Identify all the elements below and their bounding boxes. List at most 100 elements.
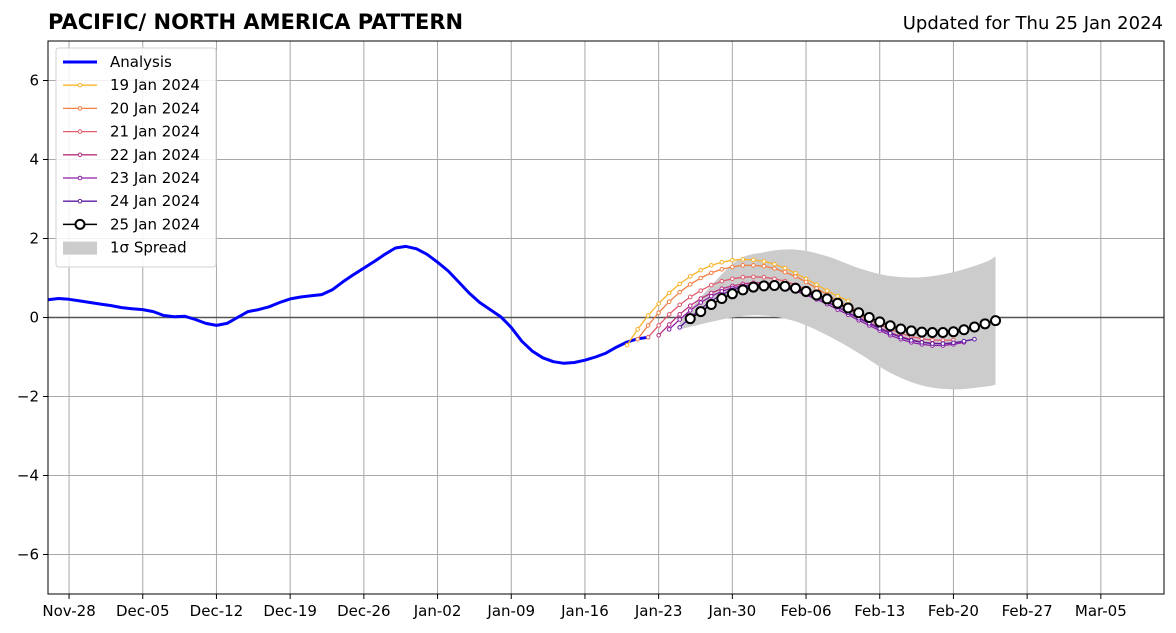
series-25-jan-2024 bbox=[684, 280, 1002, 339]
legend-entry: Analysis bbox=[63, 53, 172, 71]
forecast-point bbox=[695, 306, 707, 318]
x-tick-label: Dec-05 bbox=[116, 602, 170, 620]
series-20-jan-2024 bbox=[635, 263, 861, 342]
y-tick-label: 2 bbox=[29, 230, 39, 248]
forecast-point bbox=[761, 259, 767, 264]
forecast-point bbox=[761, 274, 767, 280]
forecast-point bbox=[687, 274, 693, 279]
spread-band bbox=[679, 249, 996, 390]
forecast-point bbox=[740, 263, 746, 268]
legend-entry: 25 Jan 2024 bbox=[63, 215, 200, 233]
forecast-point bbox=[698, 288, 704, 293]
forecast-point bbox=[919, 340, 925, 345]
forecast-point bbox=[898, 334, 904, 340]
forecast-point bbox=[737, 284, 749, 296]
forecast-point bbox=[677, 289, 682, 295]
forecast-point bbox=[698, 267, 704, 273]
forecast-point bbox=[677, 312, 682, 317]
forecast-point bbox=[698, 300, 704, 305]
forecast-point bbox=[972, 336, 977, 342]
forecast-point bbox=[687, 294, 693, 300]
chart-subtitle: Updated for Thu 25 Jan 2024 bbox=[903, 13, 1163, 34]
forecast-point bbox=[687, 308, 693, 313]
series-analysis bbox=[47, 244, 649, 365]
forecast-point bbox=[842, 302, 854, 314]
forecast-point bbox=[916, 326, 928, 338]
axes: Nov-28 Dec-05 Dec-12 Dec-19 Dec-26 Jan-02 Jan-… bbox=[17, 40, 1165, 620]
forecast-point bbox=[937, 327, 949, 339]
forecast-point bbox=[719, 259, 725, 265]
forecast-point bbox=[821, 293, 833, 305]
legend-label: 19 Jan 2024 bbox=[110, 76, 200, 94]
forecast-point bbox=[666, 327, 672, 332]
forecast-point bbox=[740, 274, 746, 280]
legend-marker bbox=[77, 152, 83, 158]
forecast-point bbox=[874, 316, 886, 328]
y-tick-label: 4 bbox=[29, 151, 39, 169]
legend-entry: 23 Jan 2024 bbox=[63, 169, 200, 187]
forecast-point bbox=[645, 323, 651, 328]
y-tick-label: −6 bbox=[17, 546, 39, 564]
forecast-point bbox=[666, 312, 672, 317]
forecast-point bbox=[758, 280, 770, 292]
x-tick-label: Feb-13 bbox=[854, 602, 905, 620]
forecast-point bbox=[979, 318, 991, 330]
forecast-point bbox=[716, 293, 728, 305]
forecast-point bbox=[790, 282, 802, 294]
chart-title: PACIFIC/ NORTH AMERICA PATTERN bbox=[48, 10, 463, 34]
x-tick-label: Jan-16 bbox=[560, 602, 609, 620]
legend-marker bbox=[77, 129, 83, 134]
series-layer bbox=[47, 244, 1002, 365]
forecast-point bbox=[863, 312, 875, 323]
forecast-point bbox=[705, 298, 717, 310]
legend-entry: 21 Jan 2024 bbox=[63, 123, 200, 141]
legend-label: 20 Jan 2024 bbox=[110, 99, 200, 117]
forecast-point bbox=[730, 264, 735, 270]
forecast-point bbox=[719, 278, 725, 284]
x-tick-label: Dec-12 bbox=[190, 602, 244, 620]
forecast-point bbox=[677, 325, 682, 330]
forecast-point bbox=[772, 266, 777, 271]
legend-label: 25 Jan 2024 bbox=[110, 215, 200, 233]
forecast-point bbox=[761, 263, 767, 269]
legend-label: 24 Jan 2024 bbox=[110, 192, 200, 210]
x-tick-label: Nov-28 bbox=[42, 602, 95, 620]
x-tick-label: Feb-27 bbox=[1002, 602, 1053, 620]
forecast-point bbox=[779, 280, 791, 292]
forecast-point bbox=[656, 310, 661, 316]
forecast-point bbox=[958, 324, 970, 336]
legend-label: 21 Jan 2024 bbox=[110, 123, 200, 141]
forecast-point bbox=[824, 288, 830, 293]
forecast-point bbox=[793, 274, 798, 279]
legend-marker bbox=[74, 218, 86, 230]
legend-box bbox=[55, 47, 217, 268]
x-tick-label: Dec-26 bbox=[337, 602, 391, 620]
legend-marker bbox=[77, 198, 83, 204]
forecast-point bbox=[947, 326, 959, 338]
forecast-point bbox=[726, 288, 738, 300]
forecast-point bbox=[656, 332, 661, 338]
legend-label: 1σ Spread bbox=[110, 239, 187, 257]
legend-marker bbox=[77, 106, 83, 111]
forecast-point bbox=[926, 327, 938, 339]
forecast-point bbox=[905, 325, 917, 337]
forecast-point bbox=[730, 276, 735, 282]
forecast-point bbox=[832, 297, 844, 309]
forecast-point bbox=[884, 320, 896, 332]
forecast-point bbox=[677, 302, 682, 308]
legend-entry: 24 Jan 2024 bbox=[63, 192, 200, 210]
forecast-point bbox=[677, 317, 682, 322]
analysis-line bbox=[47, 244, 649, 365]
forecast-point bbox=[708, 293, 714, 299]
forecast-point bbox=[666, 322, 672, 327]
forecast-point bbox=[768, 280, 780, 292]
forecast-point bbox=[961, 338, 967, 344]
forecast-point bbox=[751, 257, 756, 263]
x-tick-label: Jan-02 bbox=[413, 602, 462, 620]
forecast-point bbox=[687, 282, 693, 287]
legend: Analysis 19 Jan 2024 20 Jan 2024 21 Jan 202… bbox=[55, 47, 217, 268]
forecast-point bbox=[677, 281, 682, 287]
legend-marker bbox=[77, 82, 83, 88]
x-tick-label: Feb-06 bbox=[781, 602, 832, 620]
